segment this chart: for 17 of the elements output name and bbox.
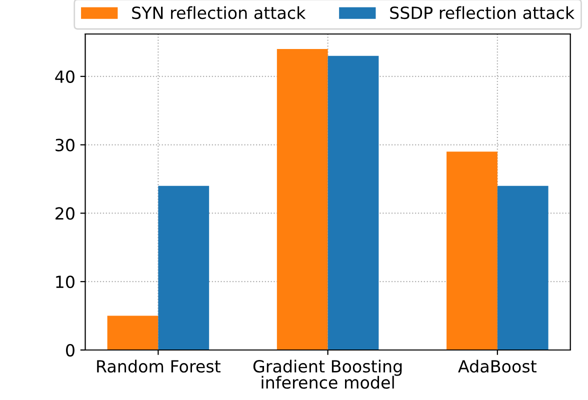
x-axis-title: inference model [262, 376, 394, 389]
x-tick-label: Random Forest [97, 360, 221, 373]
bar [446, 152, 498, 350]
y-tick-label: 20 [56, 207, 74, 220]
y-tick-label: 10 [56, 276, 74, 288]
bar [158, 186, 210, 350]
bar [497, 186, 548, 350]
x-tick-label: Gradient Boosting [253, 360, 402, 376]
legend-label: SYN reflection attack [132, 6, 306, 20]
x-tick-label: AdaBoost [458, 360, 536, 373]
bar [328, 56, 379, 350]
bar [276, 49, 328, 350]
bar [107, 316, 158, 350]
y-tick-label: 40 [55, 70, 74, 83]
legend-label: SSDP reflection attack [390, 6, 575, 20]
y-tick-label: 0 [66, 344, 74, 357]
y-tick-label: 30 [56, 138, 74, 152]
